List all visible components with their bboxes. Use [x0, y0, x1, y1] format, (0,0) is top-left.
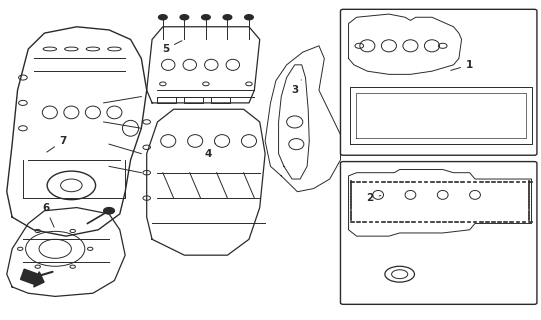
Bar	[212, 97, 230, 103]
Bar	[157, 97, 176, 103]
Text: 2: 2	[366, 193, 381, 203]
Circle shape	[245, 15, 253, 20]
Text: 6: 6	[42, 203, 54, 227]
Circle shape	[104, 208, 114, 214]
Text: 4: 4	[205, 143, 215, 159]
Circle shape	[202, 15, 210, 20]
FancyBboxPatch shape	[340, 162, 537, 304]
Circle shape	[180, 15, 189, 20]
FancyBboxPatch shape	[340, 9, 537, 155]
Bar	[184, 97, 203, 103]
Text: 5: 5	[162, 41, 182, 54]
Circle shape	[159, 15, 167, 20]
Text: 3: 3	[291, 80, 301, 95]
Text: 1: 1	[451, 60, 473, 70]
Text: FR.: FR.	[22, 270, 40, 284]
Text: 7: 7	[47, 136, 67, 152]
Circle shape	[223, 15, 232, 20]
